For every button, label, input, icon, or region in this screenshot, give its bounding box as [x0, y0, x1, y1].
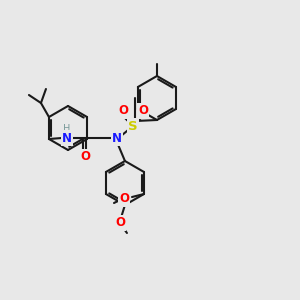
Text: H: H — [63, 124, 70, 134]
Text: O: O — [118, 104, 128, 118]
Text: N: N — [62, 131, 72, 145]
Text: S: S — [128, 119, 138, 133]
Text: O: O — [115, 217, 125, 230]
Text: O: O — [138, 104, 148, 118]
Text: O: O — [80, 151, 90, 164]
Text: O: O — [119, 193, 129, 206]
Text: N: N — [112, 131, 122, 145]
